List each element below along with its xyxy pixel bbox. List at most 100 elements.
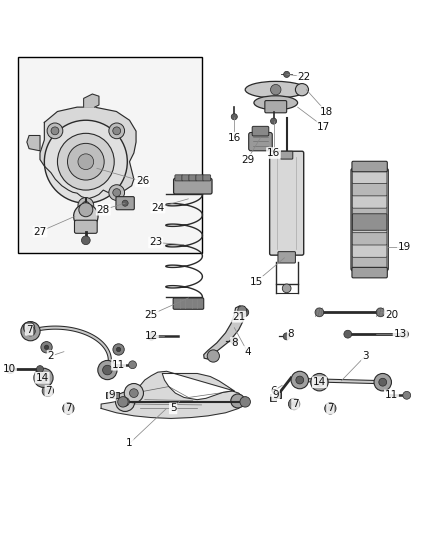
FancyBboxPatch shape: [353, 171, 387, 183]
Circle shape: [296, 376, 304, 384]
Circle shape: [231, 114, 237, 120]
Text: 21: 21: [232, 312, 245, 322]
Circle shape: [231, 337, 238, 344]
Circle shape: [67, 143, 104, 180]
Text: 11: 11: [112, 360, 125, 370]
FancyBboxPatch shape: [353, 232, 387, 245]
FancyBboxPatch shape: [196, 175, 204, 181]
Text: 25: 25: [145, 310, 158, 319]
Text: 14: 14: [35, 373, 49, 383]
Circle shape: [41, 342, 52, 353]
Circle shape: [74, 204, 98, 229]
Text: 29: 29: [241, 155, 254, 165]
Text: 9: 9: [109, 390, 115, 400]
Text: 16: 16: [228, 133, 241, 143]
Polygon shape: [101, 372, 243, 418]
Circle shape: [238, 306, 247, 314]
Circle shape: [23, 322, 35, 333]
Bar: [276, 392, 282, 398]
FancyBboxPatch shape: [353, 183, 387, 196]
Text: 13: 13: [394, 329, 407, 339]
Text: 20: 20: [385, 310, 398, 319]
Text: 5: 5: [170, 403, 177, 414]
FancyBboxPatch shape: [353, 214, 387, 230]
Circle shape: [271, 84, 281, 95]
Text: 8: 8: [231, 338, 237, 348]
Circle shape: [113, 344, 124, 355]
Text: 3: 3: [362, 351, 369, 361]
Text: 7: 7: [327, 403, 334, 414]
FancyBboxPatch shape: [353, 244, 387, 257]
FancyBboxPatch shape: [173, 298, 204, 309]
Text: 14: 14: [313, 377, 326, 387]
FancyBboxPatch shape: [352, 161, 387, 172]
Circle shape: [113, 127, 120, 135]
Text: 28: 28: [97, 205, 110, 215]
Text: 22: 22: [297, 71, 311, 82]
Text: 6: 6: [270, 386, 277, 396]
Text: 9: 9: [272, 390, 279, 400]
Circle shape: [44, 120, 127, 203]
Circle shape: [292, 402, 296, 406]
Circle shape: [121, 398, 130, 406]
Circle shape: [34, 368, 53, 387]
Circle shape: [116, 392, 135, 411]
Circle shape: [57, 133, 114, 190]
Circle shape: [129, 361, 137, 369]
Text: 18: 18: [319, 107, 332, 117]
FancyBboxPatch shape: [353, 220, 387, 233]
Circle shape: [47, 123, 63, 139]
Circle shape: [117, 348, 121, 352]
FancyBboxPatch shape: [116, 197, 134, 210]
Bar: [270, 394, 276, 400]
Circle shape: [42, 385, 53, 397]
Circle shape: [102, 365, 112, 375]
Circle shape: [207, 350, 219, 362]
FancyBboxPatch shape: [353, 195, 387, 208]
Circle shape: [21, 321, 40, 341]
Bar: [113, 392, 119, 398]
Text: 1: 1: [126, 438, 133, 448]
Circle shape: [401, 330, 409, 338]
Circle shape: [374, 374, 392, 391]
Circle shape: [311, 374, 328, 391]
FancyBboxPatch shape: [278, 252, 295, 263]
Circle shape: [288, 398, 300, 410]
FancyBboxPatch shape: [173, 179, 212, 194]
Polygon shape: [40, 107, 136, 199]
Text: 7: 7: [65, 403, 72, 414]
FancyBboxPatch shape: [270, 151, 304, 255]
FancyBboxPatch shape: [74, 220, 97, 233]
Circle shape: [124, 384, 144, 403]
Polygon shape: [204, 306, 244, 359]
Circle shape: [379, 378, 387, 386]
Circle shape: [148, 333, 155, 340]
Circle shape: [291, 372, 308, 389]
FancyBboxPatch shape: [203, 175, 211, 181]
Circle shape: [113, 189, 120, 197]
Bar: [18, 57, 201, 253]
Ellipse shape: [295, 84, 308, 96]
Circle shape: [81, 236, 90, 245]
Ellipse shape: [254, 96, 297, 110]
Circle shape: [130, 389, 138, 398]
Circle shape: [46, 389, 50, 393]
Text: 15: 15: [250, 277, 263, 287]
Circle shape: [82, 201, 90, 209]
Circle shape: [284, 71, 290, 77]
Text: 17: 17: [317, 122, 330, 132]
Polygon shape: [27, 135, 40, 151]
Circle shape: [403, 391, 411, 399]
Text: 11: 11: [385, 390, 398, 400]
Circle shape: [51, 127, 59, 135]
Text: 16: 16: [267, 148, 280, 158]
Circle shape: [39, 373, 48, 383]
FancyBboxPatch shape: [353, 256, 387, 270]
Circle shape: [98, 360, 117, 379]
Text: 10: 10: [3, 364, 16, 374]
Text: 2: 2: [48, 351, 54, 361]
FancyBboxPatch shape: [265, 101, 287, 113]
Circle shape: [63, 403, 74, 414]
Text: 4: 4: [244, 346, 251, 357]
Circle shape: [376, 308, 385, 317]
